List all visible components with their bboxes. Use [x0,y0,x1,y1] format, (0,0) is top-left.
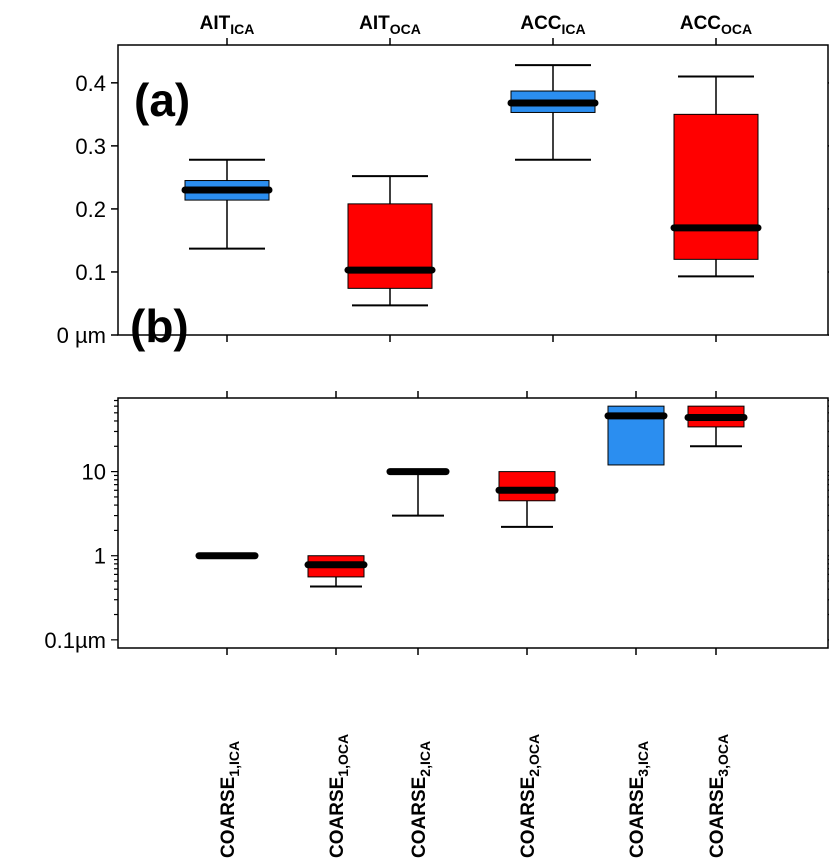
panel-b-frame [117,397,829,649]
panel-a-ytick-label: 0.3 [75,134,106,159]
panel-b-x-label-base: COARSE [518,777,539,858]
panel-b-x-label-sub: 2,ICA [417,741,433,777]
panel-b-x-label: COARSE3,ICA [627,741,651,858]
panel-b-x-label: COARSE2,ICA [409,741,433,858]
panel-b-x-label-base: COARSE [627,777,648,858]
panel-b-x-label-base: COARSE [409,777,430,858]
panel-a-top-label-base: AIT [200,13,231,34]
panel-a-ytick-label: 0.4 [75,71,106,96]
panel-b-label: (b) [130,300,189,352]
panel-a-top-label-base: ACC [680,13,721,34]
panel-b-box-4-box [498,471,556,502]
panel-b-x-label-sub: 1,OCA [335,734,351,777]
panel-b-x-label: COARSE1,ICA [218,741,242,858]
panel-a-box-4-box [673,113,759,260]
panel-b-x-label: COARSE3,OCA [707,734,731,858]
panel-b-x-label-sub: 2,OCA [526,734,542,777]
panel-b-x-label-sub: 3,ICA [635,741,651,777]
panel-a-top-label: ACCICA [520,13,585,37]
panel-b-x-label-base: COARSE [218,777,239,858]
panel-b-x-label: COARSE1,OCA [327,734,351,858]
panel-a-ytick-label: 0 µm [57,323,106,348]
panel-b-x-label-sub: 3,OCA [715,734,731,777]
panel-b-ytick-label: 10 [82,460,106,485]
panel-a-top-label: AITOCA [359,13,421,37]
panel-b-ytick-label: 0.1µm [44,628,106,653]
panel-a-label: (a) [134,74,190,126]
panel-b-x-label: COARSE2,OCA [518,734,542,858]
panel-a-top-label-sub: ICA [230,21,254,37]
panel-b-ytick-label: 1 [94,544,106,569]
panel-a-top-label-sub: OCA [721,21,752,37]
panel-b-x-label-base: COARSE [707,777,728,858]
panel-a-ytick-label: 0.2 [75,197,106,222]
panel-a-top-label-base: ACC [520,13,561,34]
panel-b-x-label-base: COARSE [327,777,348,858]
panel-a-top-label-sub: ICA [562,21,586,37]
panel-b-x-label-sub: 1,ICA [226,741,242,777]
panel-a-top-label: AITICA [200,13,255,37]
panel-a-top-label-sub: OCA [390,21,421,37]
panel-a-top-label: ACCOCA [680,13,752,37]
panel-a-box-2-box [347,203,433,289]
panel-a-top-label-base: AIT [359,13,390,34]
panel-a-ytick-label: 0.1 [75,260,106,285]
panel-a-frame [117,44,829,336]
